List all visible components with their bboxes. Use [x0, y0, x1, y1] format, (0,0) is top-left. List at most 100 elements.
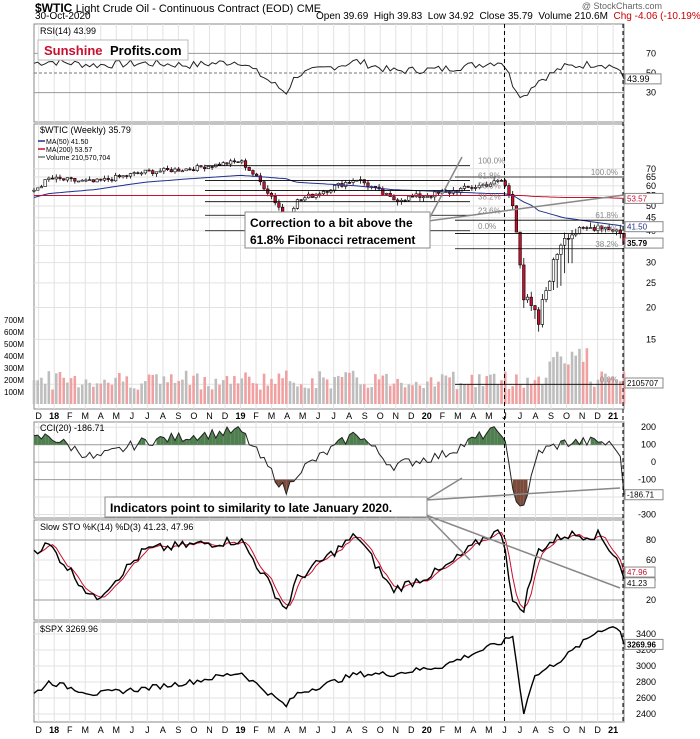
- volume-bar: [422, 388, 425, 404]
- cci-overbought-fill: [193, 435, 198, 445]
- price-candle: [470, 187, 474, 189]
- x-tick-label: N: [393, 411, 400, 421]
- annotation-arrow: [425, 514, 621, 589]
- volume-bar: [203, 377, 206, 404]
- legend-entry: MA(50) 41.50: [46, 139, 89, 146]
- volume-bar: [411, 385, 414, 404]
- volume-bar: [140, 383, 143, 404]
- price-candle: [351, 180, 355, 183]
- price-candle: [162, 168, 166, 172]
- price-candle: [592, 227, 596, 231]
- spx-line: [33, 626, 625, 715]
- volume-bar: [314, 388, 318, 404]
- x-tick-label: 18: [49, 725, 59, 735]
- price-candle: [384, 193, 389, 195]
- price-candle: [366, 182, 370, 187]
- price-badge: 41.50: [627, 223, 648, 232]
- price-candle: [62, 178, 66, 181]
- volume-bar: [188, 384, 192, 404]
- volume-bar: [170, 374, 173, 404]
- cci-tick-label: 200: [641, 422, 656, 432]
- price-panel-frame: [33, 123, 625, 410]
- volume-bar: [496, 384, 500, 404]
- price-candle: [551, 259, 556, 282]
- price-candle: [69, 177, 73, 179]
- cci-overbought-fill: [41, 433, 46, 445]
- price-candle: [84, 179, 88, 182]
- price-candle: [589, 227, 593, 229]
- x-tick-label: 19: [235, 725, 245, 735]
- x-tick-label: J: [518, 725, 523, 735]
- price-tick-label: 15: [646, 334, 656, 344]
- price-candle: [65, 177, 69, 181]
- price-candle: [410, 195, 415, 198]
- volume-bar: [192, 375, 195, 404]
- x-tick-label: M: [113, 725, 121, 735]
- volume-bar: [359, 384, 362, 404]
- volume-tick-label: 300M: [4, 364, 24, 373]
- volume-bar: [255, 383, 258, 404]
- x-tick-label: D: [35, 411, 42, 421]
- price-candle: [132, 172, 136, 175]
- price-candle: [50, 177, 55, 180]
- volume-bar: [47, 371, 51, 404]
- volume-bar: [136, 389, 140, 404]
- cci-oversold-fill: [512, 479, 517, 502]
- price-tick-label: 20: [646, 303, 656, 313]
- price-candle: [210, 166, 214, 168]
- sto-k-line: [33, 528, 625, 614]
- chart-title: $WTIC Light Crude Oil - Continuous Contr…: [35, 1, 321, 15]
- price-candle: [128, 173, 133, 177]
- sto-tick-label: 80: [646, 535, 656, 545]
- price-badge-box: [624, 192, 664, 204]
- price-candle: [503, 180, 507, 186]
- price-candle: [492, 180, 496, 185]
- x-tick-label: S: [362, 725, 368, 735]
- fib-label-right: 100.0%: [591, 168, 618, 177]
- price-candle: [462, 185, 467, 189]
- price-candle: [570, 234, 574, 240]
- volume-bar: [407, 384, 411, 404]
- cci-overbought-fill: [353, 432, 357, 445]
- volume-bar: [607, 377, 611, 404]
- logo-part1: Sunshine: [44, 43, 103, 58]
- cci-oversold-fill: [523, 479, 528, 506]
- x-tick-label: J: [316, 725, 321, 735]
- annotation-arrow: [425, 477, 463, 501]
- annotation-text: 61.8% Fibonacci retracement: [250, 233, 415, 247]
- price-candle: [511, 193, 515, 207]
- price-candle: [362, 179, 366, 184]
- volume-bar: [266, 385, 270, 404]
- volume-bar: [262, 373, 266, 404]
- rsi-line: [33, 58, 625, 99]
- annotation-arrow: [427, 156, 463, 222]
- volume-tick-label: 100M: [4, 388, 24, 397]
- x-tick-label: M: [113, 411, 121, 421]
- x-tick-label: O: [377, 411, 384, 421]
- price-tick-label: 65: [646, 172, 656, 182]
- price-candle: [269, 192, 274, 197]
- price-candle: [221, 162, 225, 166]
- price-tick-label: 25: [646, 278, 656, 288]
- price-candle: [603, 226, 608, 230]
- sto-badge: 41.23: [627, 579, 648, 588]
- price-candle: [318, 193, 322, 196]
- x-tick-label: M: [81, 411, 89, 421]
- volume-bar: [611, 376, 615, 404]
- volume-bar: [40, 377, 43, 404]
- volume-bar: [474, 387, 477, 404]
- price-candle: [614, 229, 619, 232]
- x-tick-label: O: [190, 725, 197, 735]
- price-candle: [347, 182, 351, 184]
- volume-bar: [110, 384, 114, 404]
- volume-bar: [522, 387, 526, 404]
- spx-tick-label: 2400: [636, 709, 656, 719]
- volume-bar: [507, 388, 511, 404]
- x-tick-label: O: [190, 411, 197, 421]
- cci-overbought-fill: [189, 435, 194, 445]
- x-tick-label: F: [253, 411, 259, 421]
- cci-oversold-fill: [520, 479, 524, 507]
- price-candle: [295, 199, 300, 209]
- x-tick-label: M: [268, 725, 276, 735]
